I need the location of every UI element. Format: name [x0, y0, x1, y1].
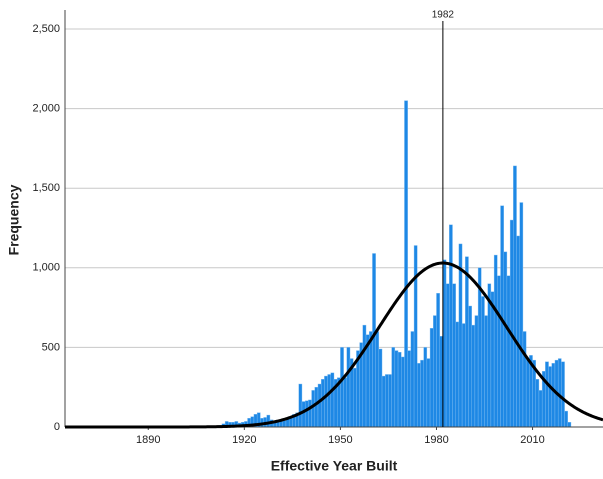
- bar: [417, 363, 421, 428]
- bar: [378, 348, 383, 428]
- bar: [433, 315, 437, 428]
- y-tick-label: 0: [54, 421, 60, 433]
- bar: [372, 253, 376, 428]
- bar: [410, 331, 415, 428]
- bar: [340, 347, 344, 428]
- bar: [388, 374, 392, 428]
- bar: [567, 422, 572, 428]
- bar: [509, 219, 514, 428]
- bar: [301, 401, 306, 428]
- bar: [487, 283, 492, 428]
- bar: [557, 358, 562, 428]
- bar: [397, 351, 402, 428]
- x-tick-label: 1950: [328, 434, 352, 446]
- y-tick-label: 2,000: [32, 103, 60, 115]
- bar: [484, 315, 488, 428]
- bar: [545, 361, 549, 428]
- bar: [394, 350, 399, 428]
- bar: [561, 361, 565, 428]
- bar: [298, 383, 303, 428]
- bar: [493, 254, 498, 428]
- bar: [407, 350, 412, 428]
- bar: [327, 374, 331, 428]
- bar: [385, 374, 389, 428]
- bar: [346, 347, 351, 428]
- bar: [513, 165, 517, 428]
- bar: [362, 324, 367, 428]
- x-tick-label: 1980: [424, 434, 448, 446]
- bar: [465, 256, 469, 428]
- bar: [445, 283, 450, 428]
- bar: [535, 379, 540, 428]
- bar: [455, 321, 460, 428]
- bar: [564, 410, 568, 428]
- bar: [519, 202, 524, 428]
- bar: [525, 358, 530, 428]
- bar: [324, 375, 328, 428]
- bar: [452, 283, 456, 428]
- bar: [461, 323, 466, 428]
- bar: [381, 375, 386, 428]
- bar: [471, 324, 476, 428]
- normal-curve: [65, 261, 603, 429]
- bar: [516, 235, 520, 428]
- y-tick-label: 1,000: [32, 262, 60, 274]
- bar: [282, 420, 287, 428]
- y-tick-label: 2,500: [32, 23, 60, 35]
- bar: [314, 387, 319, 428]
- bar: [308, 399, 312, 428]
- bar: [429, 328, 434, 428]
- x-tick-label: 1890: [136, 434, 160, 446]
- x-axis-label: Effective Year Built: [271, 458, 398, 474]
- bar: [413, 245, 418, 428]
- bar: [343, 377, 348, 428]
- bar: [353, 367, 357, 428]
- bar: [391, 347, 396, 428]
- bar: [369, 331, 373, 428]
- y-tick-label: 1,500: [32, 182, 60, 194]
- x-tick-label: 2010: [520, 434, 544, 446]
- bar: [404, 100, 408, 428]
- bar: [522, 331, 527, 428]
- bar: [320, 379, 325, 428]
- bar: [311, 390, 315, 428]
- bar: [538, 390, 543, 428]
- bar: [548, 366, 552, 428]
- bar: [468, 305, 472, 428]
- bar: [330, 372, 335, 428]
- bar: [481, 296, 485, 428]
- bar: [375, 331, 380, 428]
- bar: [551, 363, 556, 428]
- bar: [449, 224, 453, 428]
- bar: [423, 347, 428, 428]
- y-tick-label: 500: [42, 341, 60, 353]
- bar: [436, 293, 440, 428]
- x-tick-label: 1920: [232, 434, 256, 446]
- bar: [401, 356, 405, 428]
- y-axis-label: Frequency: [6, 184, 22, 255]
- bar: [474, 315, 479, 428]
- bar: [304, 400, 309, 428]
- bar: [420, 359, 424, 428]
- bar: [426, 358, 431, 428]
- bar: [266, 414, 271, 428]
- bar: [506, 275, 511, 428]
- bar: [317, 383, 322, 428]
- mean-label: 1982: [432, 10, 455, 21]
- bar: [503, 251, 508, 428]
- bar: [490, 291, 495, 428]
- bar: [497, 275, 501, 428]
